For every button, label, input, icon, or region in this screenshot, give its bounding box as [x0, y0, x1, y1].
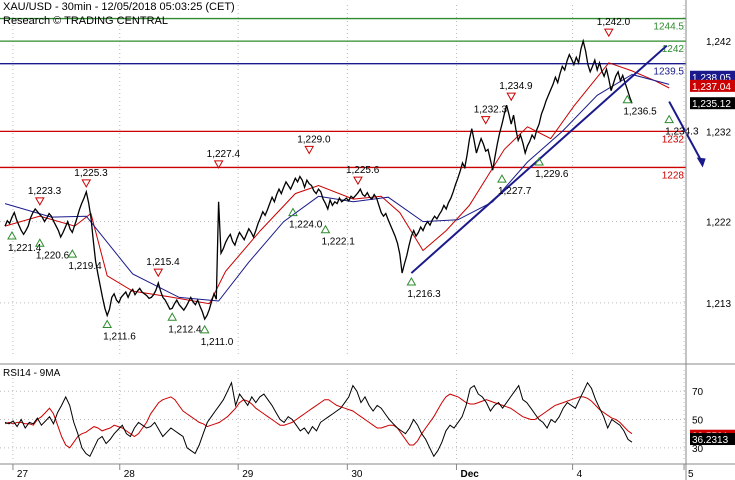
swing-low-marker — [288, 207, 298, 217]
y-tick-label: 1,222 — [706, 218, 731, 229]
swing-high-marker — [353, 176, 363, 186]
swing-low-marker — [167, 312, 178, 321]
x-tick-label: Dec — [460, 469, 479, 480]
grid-layer — [0, 5, 686, 462]
swing-high-label: 1,227.4 — [207, 149, 241, 160]
swing-low-marker — [320, 224, 331, 234]
price-tag-box — [690, 70, 735, 83]
price-tag: 1,237.04 — [692, 82, 731, 93]
x-tick-label: 29 — [242, 469, 254, 480]
swing-low-label: 1,212.4 — [168, 324, 202, 335]
swing-low-label: 1,227.7 — [498, 186, 532, 197]
rsi-line — [4, 381, 633, 458]
price-tag-box — [690, 97, 735, 110]
swing-high-marker — [34, 197, 45, 206]
swing-low-marker — [67, 249, 78, 258]
swing-low-marker — [534, 157, 544, 166]
level-label: 1239.5 — [653, 67, 684, 78]
price-tag-box — [690, 79, 735, 92]
rsi-moving-average — [4, 393, 633, 449]
swing-low-label: 1,211.0 — [201, 337, 234, 348]
swing-low-label: 1,211.6 — [103, 331, 136, 342]
swing-high-label: 1,223.3 — [28, 186, 62, 197]
x-tick-label: 5 — [688, 469, 694, 480]
swing-low-marker — [406, 277, 417, 286]
rsi-value-tag-box — [690, 433, 735, 446]
swing-low-label: 1,221.4 — [8, 243, 42, 254]
swing-high-label: 1,215.4 — [146, 257, 180, 268]
swing-high-marker — [153, 268, 164, 278]
rsi-y-tick-label: 50 — [692, 416, 704, 427]
moving-average-slow — [4, 73, 670, 302]
swing-low-label: 1,219.4 — [68, 261, 102, 272]
x-tick-label: 28 — [124, 469, 136, 480]
forecast-arrow-shaft — [668, 101, 703, 162]
swing-low-label: 1,216.3 — [407, 289, 441, 300]
swing-high-label: 1,242.0 — [597, 17, 631, 28]
rsi-panel-label: RSI14 - 9MA — [3, 368, 61, 379]
x-tick-label: 4 — [577, 469, 583, 480]
swing-low-label: 1,229.6 — [535, 169, 569, 180]
swing-high-label: 1,229.0 — [297, 134, 331, 145]
level-label: 1242 — [662, 44, 685, 55]
x-tick-label: 30 — [351, 469, 363, 480]
symbol-title: XAU/USD - 30min - 12/05/2018 05:03:25 (C… — [3, 1, 235, 13]
swing-high-label: 1,234.9 — [499, 81, 533, 92]
rsi-y-tick-label: 30 — [692, 444, 704, 455]
price-tag: 1,238.05 — [692, 73, 731, 84]
swing-low-marker — [7, 231, 17, 240]
levels-layer: 1244.5 1242 1239.5 1232 1228 — [0, 17, 686, 181]
swing-low-marker — [622, 94, 633, 104]
y-tick-label: 1,242 — [706, 37, 731, 48]
swing-low-marker — [199, 324, 210, 334]
price-tag: 1,235.12 — [692, 99, 731, 110]
rsi-y-tick-label: 70 — [692, 387, 704, 398]
level-label: 1244.5 — [653, 22, 684, 33]
swing-low-label: 1,224.0 — [289, 220, 323, 231]
swing-high-marker — [506, 92, 517, 102]
moving-average-fast — [4, 62, 670, 305]
research-credit: Research © TRADING CENTRAL — [3, 15, 168, 27]
swing-low-label: 1,222.1 — [321, 237, 355, 248]
swing-low-marker — [664, 114, 675, 124]
swing-high-marker — [480, 116, 491, 125]
rsi-layer — [4, 381, 633, 458]
swing-high-label: 1,225.6 — [346, 165, 380, 176]
swing-high-marker — [304, 145, 315, 155]
swing-high-label: 1,232.3 — [474, 105, 508, 116]
swing-low-label: 1,236.5 — [623, 107, 657, 118]
swing-low-label: 1,234.3 — [665, 127, 699, 138]
x-tick-label: 27 — [17, 469, 29, 480]
swing-low-label: 1,220.6 — [36, 250, 70, 261]
y-tick-label: 1,232 — [706, 127, 731, 138]
trend-line — [410, 44, 668, 274]
rsi-value-tag: 36.2313 — [692, 435, 729, 446]
swing-high-marker — [213, 160, 224, 169]
level-label: 1232 — [662, 134, 685, 145]
price-layer — [4, 38, 706, 321]
swing-high-label: 1,225.3 — [74, 168, 108, 179]
swing-low-marker — [102, 319, 113, 328]
swing-low-marker — [34, 238, 45, 247]
swing-high-marker — [81, 179, 92, 188]
forecast-arrow-head — [696, 157, 706, 168]
y-tick-label: 1,213 — [706, 299, 731, 310]
swing-high-marker — [603, 28, 614, 38]
level-label: 1228 — [662, 170, 685, 181]
price-line — [4, 38, 633, 321]
markers-layer: 1,223.3 1,225.3 1,215.4 1,227.4 1,229.0 1,225… — [7, 17, 699, 348]
swing-low-marker — [497, 174, 507, 183]
